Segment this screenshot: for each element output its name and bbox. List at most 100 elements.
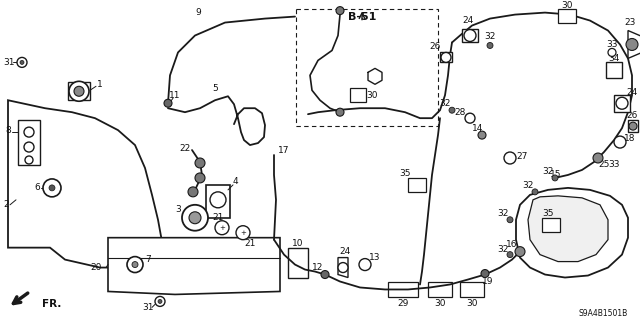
Text: 7: 7 xyxy=(145,255,151,264)
Text: 30: 30 xyxy=(366,91,378,100)
Circle shape xyxy=(614,136,626,148)
Circle shape xyxy=(515,247,525,256)
Circle shape xyxy=(20,60,24,64)
Text: 32: 32 xyxy=(484,32,496,41)
Text: 22: 22 xyxy=(179,144,191,152)
Text: 29: 29 xyxy=(397,299,409,308)
Polygon shape xyxy=(528,196,608,262)
Circle shape xyxy=(464,30,476,41)
Circle shape xyxy=(626,39,638,50)
Polygon shape xyxy=(350,88,366,102)
Circle shape xyxy=(189,212,201,224)
Circle shape xyxy=(158,300,162,303)
Text: 32: 32 xyxy=(522,182,534,190)
Circle shape xyxy=(449,107,455,113)
Circle shape xyxy=(195,158,205,168)
Text: 30: 30 xyxy=(467,299,477,308)
Polygon shape xyxy=(68,82,90,100)
Text: 2: 2 xyxy=(3,200,9,209)
Circle shape xyxy=(49,185,55,191)
Text: 24: 24 xyxy=(627,88,637,97)
Text: 32: 32 xyxy=(439,99,451,108)
Text: 35: 35 xyxy=(399,169,411,178)
Text: 21: 21 xyxy=(212,213,224,222)
Text: 25: 25 xyxy=(598,160,610,169)
Polygon shape xyxy=(628,120,638,132)
Text: 32: 32 xyxy=(497,209,509,218)
Circle shape xyxy=(441,52,451,63)
Circle shape xyxy=(43,179,61,197)
Polygon shape xyxy=(628,31,640,58)
Text: 24: 24 xyxy=(339,247,351,256)
Text: B-51: B-51 xyxy=(348,11,376,22)
Text: 4: 4 xyxy=(232,177,238,186)
Polygon shape xyxy=(108,238,280,294)
Polygon shape xyxy=(542,218,560,232)
Circle shape xyxy=(132,262,138,268)
Circle shape xyxy=(155,296,165,306)
Circle shape xyxy=(74,86,84,96)
Polygon shape xyxy=(18,120,40,165)
Text: 3: 3 xyxy=(175,205,181,214)
Circle shape xyxy=(507,217,513,223)
Circle shape xyxy=(359,259,371,271)
Circle shape xyxy=(25,156,33,164)
Circle shape xyxy=(629,122,637,130)
Text: +: + xyxy=(240,230,246,236)
Polygon shape xyxy=(606,63,622,78)
Text: 20: 20 xyxy=(90,263,102,272)
Text: 9: 9 xyxy=(195,8,201,17)
Text: 26: 26 xyxy=(429,42,441,51)
Circle shape xyxy=(182,205,208,231)
Text: 31: 31 xyxy=(3,58,15,67)
Text: 17: 17 xyxy=(278,145,290,154)
Text: 10: 10 xyxy=(292,239,304,248)
Circle shape xyxy=(465,113,475,123)
Circle shape xyxy=(69,81,89,101)
Text: 35: 35 xyxy=(542,209,554,218)
Text: 6: 6 xyxy=(34,183,40,192)
Polygon shape xyxy=(8,100,162,268)
Polygon shape xyxy=(516,188,628,278)
Text: 13: 13 xyxy=(369,253,381,262)
Text: +: + xyxy=(219,225,225,231)
Polygon shape xyxy=(408,178,426,192)
Polygon shape xyxy=(338,258,348,278)
Polygon shape xyxy=(460,283,484,297)
Circle shape xyxy=(215,221,229,235)
Text: 5: 5 xyxy=(212,84,218,93)
Text: 32: 32 xyxy=(542,167,554,176)
Polygon shape xyxy=(440,52,452,63)
Circle shape xyxy=(593,153,603,163)
Text: 31: 31 xyxy=(142,303,154,312)
Text: 28: 28 xyxy=(454,108,466,117)
Circle shape xyxy=(481,270,489,278)
Text: FR.: FR. xyxy=(42,300,61,309)
Circle shape xyxy=(127,256,143,272)
Circle shape xyxy=(188,187,198,197)
Polygon shape xyxy=(428,283,452,297)
Polygon shape xyxy=(388,283,418,297)
Text: 18: 18 xyxy=(624,134,636,143)
Circle shape xyxy=(210,192,226,208)
Circle shape xyxy=(236,226,250,240)
Text: 1: 1 xyxy=(97,80,103,89)
Polygon shape xyxy=(206,185,230,218)
Text: 16: 16 xyxy=(506,240,518,249)
Polygon shape xyxy=(462,28,478,42)
Text: 15: 15 xyxy=(550,170,562,179)
Circle shape xyxy=(336,7,344,15)
Circle shape xyxy=(552,175,558,181)
Text: 24: 24 xyxy=(462,16,474,25)
Text: 32: 32 xyxy=(497,245,509,254)
Text: 26: 26 xyxy=(627,111,637,120)
Circle shape xyxy=(608,48,616,56)
Circle shape xyxy=(17,57,27,67)
Text: 30: 30 xyxy=(561,1,573,10)
Bar xyxy=(296,9,438,126)
Circle shape xyxy=(336,108,344,116)
Polygon shape xyxy=(558,9,576,23)
Text: 12: 12 xyxy=(312,263,324,272)
Circle shape xyxy=(195,173,205,183)
Circle shape xyxy=(487,42,493,48)
